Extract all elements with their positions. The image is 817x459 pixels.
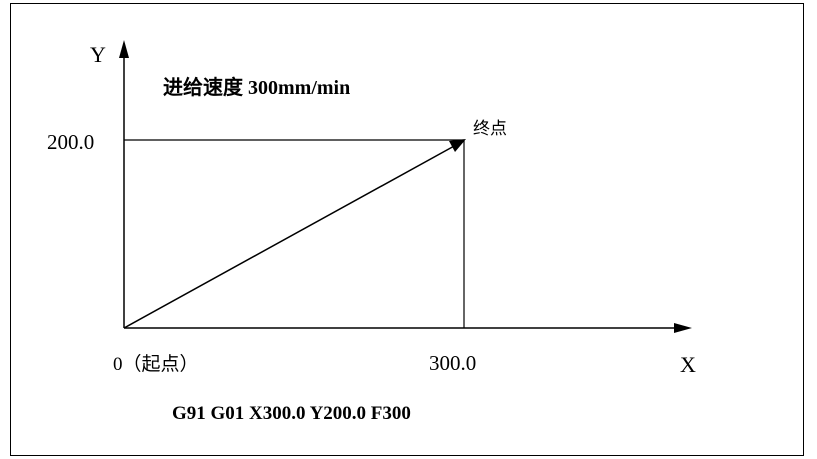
y-value-label: 200.0 [47,130,94,154]
x-axis-label: X [680,352,696,377]
motion-path-arrowhead [449,139,466,152]
x-axis-arrowhead [674,323,692,333]
y-axis-arrowhead [119,40,129,58]
feed-rate-label: 进给速度 300mm/min [163,75,350,99]
gcode-command: G91 G01 X300.0 Y200.0 F300 [172,403,411,424]
end-point-label: 终点 [473,119,507,138]
motion-path-line [123,144,457,329]
y-axis-label: Y [90,42,106,67]
x-value-label: 300.0 [429,351,476,375]
origin-label: 0（起点） [113,353,199,375]
diagram-frame [10,3,804,456]
